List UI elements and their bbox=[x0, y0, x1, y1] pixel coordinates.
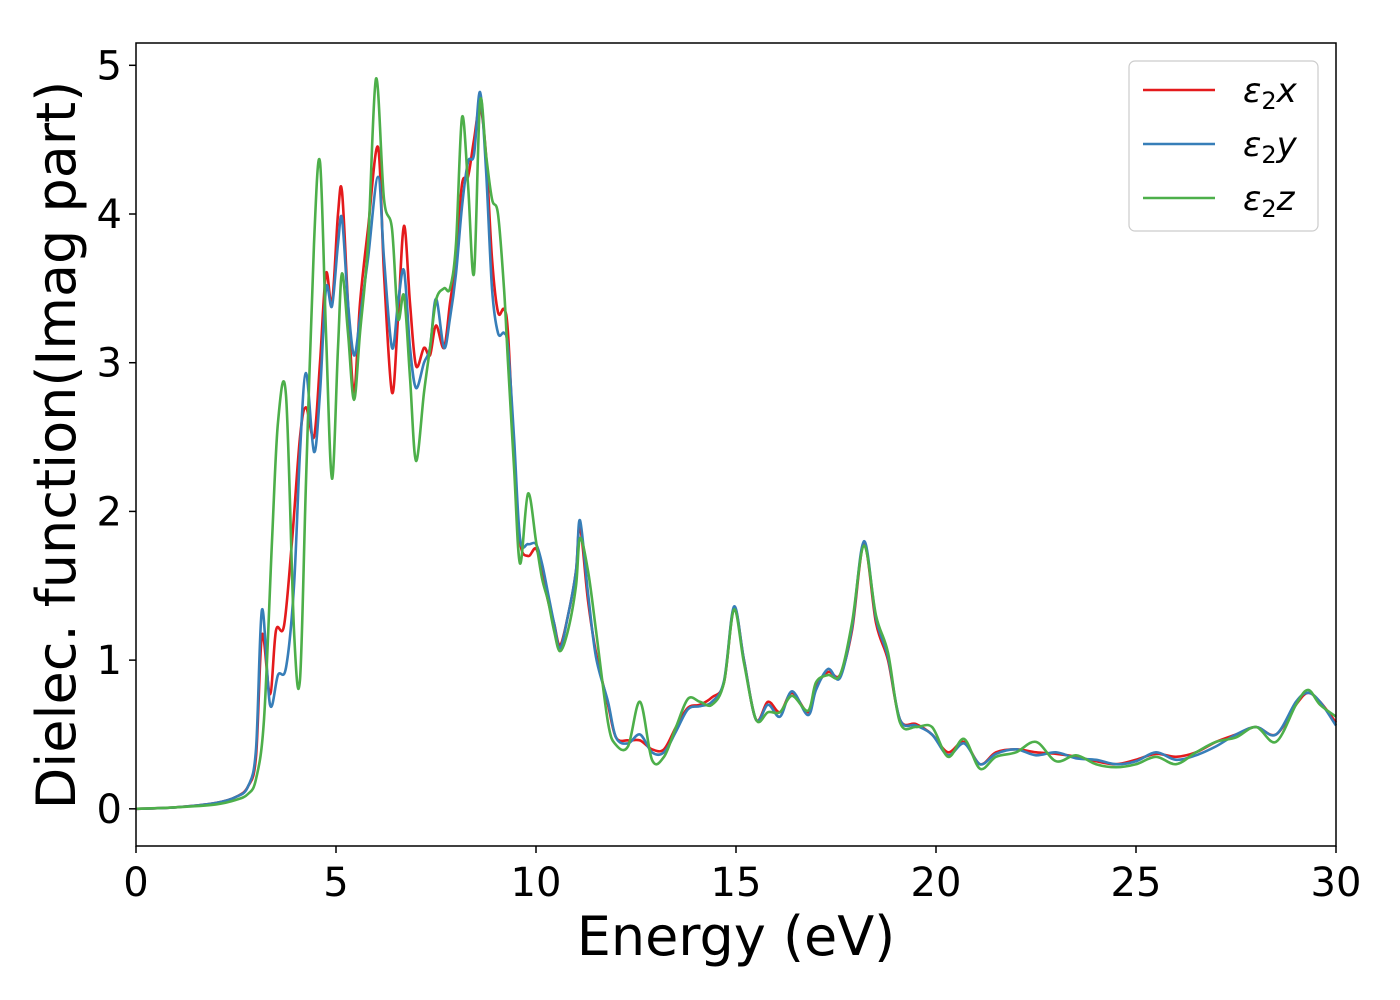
y-tick-label: 2 bbox=[97, 489, 122, 535]
y-tick-label: 3 bbox=[97, 341, 122, 387]
y-tick-label: 1 bbox=[97, 638, 122, 684]
y-axis: 0 1 2 3 4 5 bbox=[97, 43, 136, 833]
x-tick-label: 5 bbox=[323, 860, 348, 906]
legend-label-y: ε2y bbox=[1243, 125, 1298, 169]
y-axis-title: Dielec. function(Imag part) bbox=[25, 81, 88, 810]
series-layer bbox=[135, 77, 1338, 811]
x-axis: 0 5 10 15 20 25 30 bbox=[123, 846, 1361, 906]
x-tick-label: 25 bbox=[1111, 860, 1162, 906]
x-tick-label: 10 bbox=[511, 860, 562, 906]
y-tick-label: 4 bbox=[97, 192, 122, 238]
legend: ε2x ε2y ε2z bbox=[1128, 60, 1319, 232]
legend-box bbox=[1128, 60, 1319, 232]
y-tick-label: 5 bbox=[97, 43, 122, 89]
x-tick-label: 15 bbox=[711, 860, 762, 906]
y-tick-label: 0 bbox=[97, 787, 122, 833]
series-line-z bbox=[135, 77, 1337, 811]
x-tick-label: 30 bbox=[1311, 860, 1362, 906]
legend-label-z: ε2z bbox=[1243, 179, 1296, 223]
x-tick-label: 0 bbox=[123, 860, 148, 906]
legend-label-x: ε2x bbox=[1243, 71, 1298, 115]
x-axis-title: Energy (eV) bbox=[577, 905, 896, 968]
x-tick-label: 20 bbox=[911, 860, 962, 906]
series-line-y bbox=[135, 90, 1338, 811]
